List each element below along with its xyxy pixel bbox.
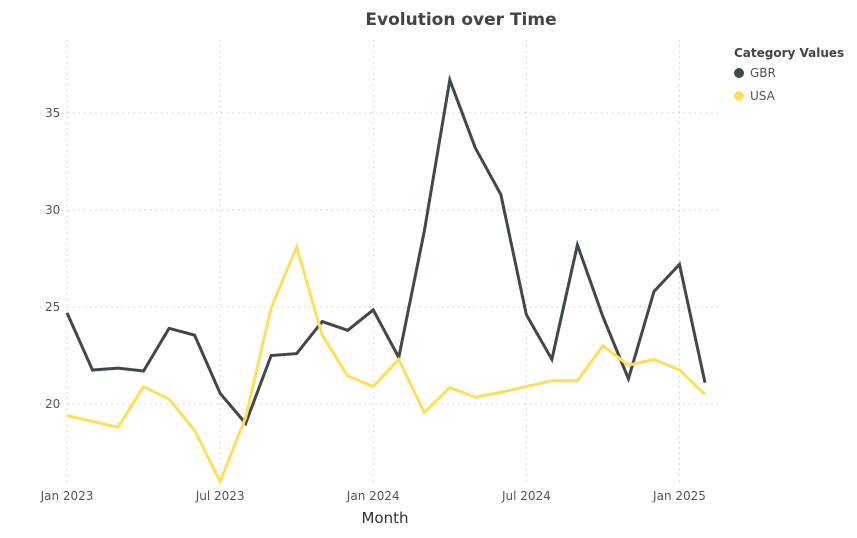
- data-point-usa: [269, 306, 273, 310]
- data-point-usa: [448, 386, 452, 390]
- data-point-gbr: [524, 313, 528, 317]
- data-point-gbr: [295, 352, 299, 356]
- data-point-usa: [193, 428, 197, 432]
- legend: Category Values GBR USA: [734, 46, 844, 112]
- x-tick-label: Jan 2025: [652, 489, 706, 503]
- data-point-usa: [320, 333, 324, 337]
- data-point-usa: [473, 395, 477, 399]
- data-point-usa: [142, 385, 146, 389]
- y-tick-label: 25: [45, 300, 60, 314]
- data-point-gbr: [422, 229, 426, 233]
- data-point-usa: [601, 344, 605, 348]
- data-point-gbr: [601, 315, 605, 319]
- data-point-usa: [397, 357, 401, 361]
- data-point-usa: [116, 425, 120, 429]
- data-point-usa: [652, 357, 656, 361]
- data-point-gbr: [91, 368, 95, 372]
- data-point-usa: [371, 385, 375, 389]
- data-point-gbr: [448, 78, 452, 82]
- data-point-gbr: [142, 369, 146, 373]
- y-tick-label: 35: [45, 106, 60, 120]
- series-line-usa: [66, 242, 707, 486]
- data-point-gbr: [703, 381, 707, 385]
- legend-marker-icon: [734, 68, 744, 78]
- data-point-usa: [524, 385, 528, 389]
- data-point-usa: [703, 392, 707, 396]
- legend-label: GBR: [750, 66, 776, 80]
- data-point-gbr: [218, 391, 222, 395]
- data-point-gbr: [269, 354, 273, 358]
- data-point-gbr: [371, 308, 375, 312]
- chart-title: Evolution over Time: [365, 10, 557, 30]
- legend-item-gbr[interactable]: GBR: [734, 66, 844, 80]
- x-tick-label: Jan 2024: [346, 489, 400, 503]
- legend-marker-icon: [734, 91, 744, 101]
- data-point-usa: [346, 374, 350, 378]
- data-point-gbr: [499, 192, 503, 196]
- series-line-gbr: [65, 74, 707, 427]
- legend-item-usa[interactable]: USA: [734, 89, 844, 103]
- data-point-usa: [550, 379, 554, 383]
- legend-label: USA: [750, 89, 775, 103]
- data-point-gbr: [116, 366, 120, 370]
- x-tick-label: Jul 2023: [195, 489, 245, 503]
- data-point-usa: [244, 416, 248, 420]
- x-tick-label: Jul 2024: [501, 489, 551, 503]
- y-tick-label: 20: [45, 397, 60, 411]
- y-tick-label: 30: [45, 203, 60, 217]
- data-point-gbr: [626, 377, 630, 381]
- data-point-gbr: [652, 289, 656, 293]
- data-point-gbr: [575, 243, 579, 247]
- data-point-usa: [499, 390, 503, 394]
- data-point-usa: [422, 411, 426, 415]
- data-point-usa: [626, 363, 630, 367]
- data-point-gbr: [677, 262, 681, 266]
- data-point-usa: [167, 397, 171, 401]
- data-point-gbr: [65, 311, 69, 315]
- x-tick-label: Jan 2023: [40, 489, 94, 503]
- data-point-usa: [295, 245, 299, 249]
- data-point-gbr: [193, 333, 197, 337]
- data-point-usa: [575, 379, 579, 383]
- data-point-gbr: [320, 320, 324, 324]
- data-point-gbr: [167, 326, 171, 330]
- data-point-usa: [218, 480, 222, 484]
- legend-title: Category Values: [734, 46, 845, 60]
- data-point-gbr: [346, 328, 350, 332]
- data-point-usa: [677, 368, 681, 372]
- x-axis-label: Month: [361, 509, 409, 527]
- data-point-usa: [65, 414, 69, 418]
- data-point-usa: [91, 419, 95, 423]
- data-point-gbr: [473, 146, 477, 150]
- data-point-gbr: [550, 357, 554, 361]
